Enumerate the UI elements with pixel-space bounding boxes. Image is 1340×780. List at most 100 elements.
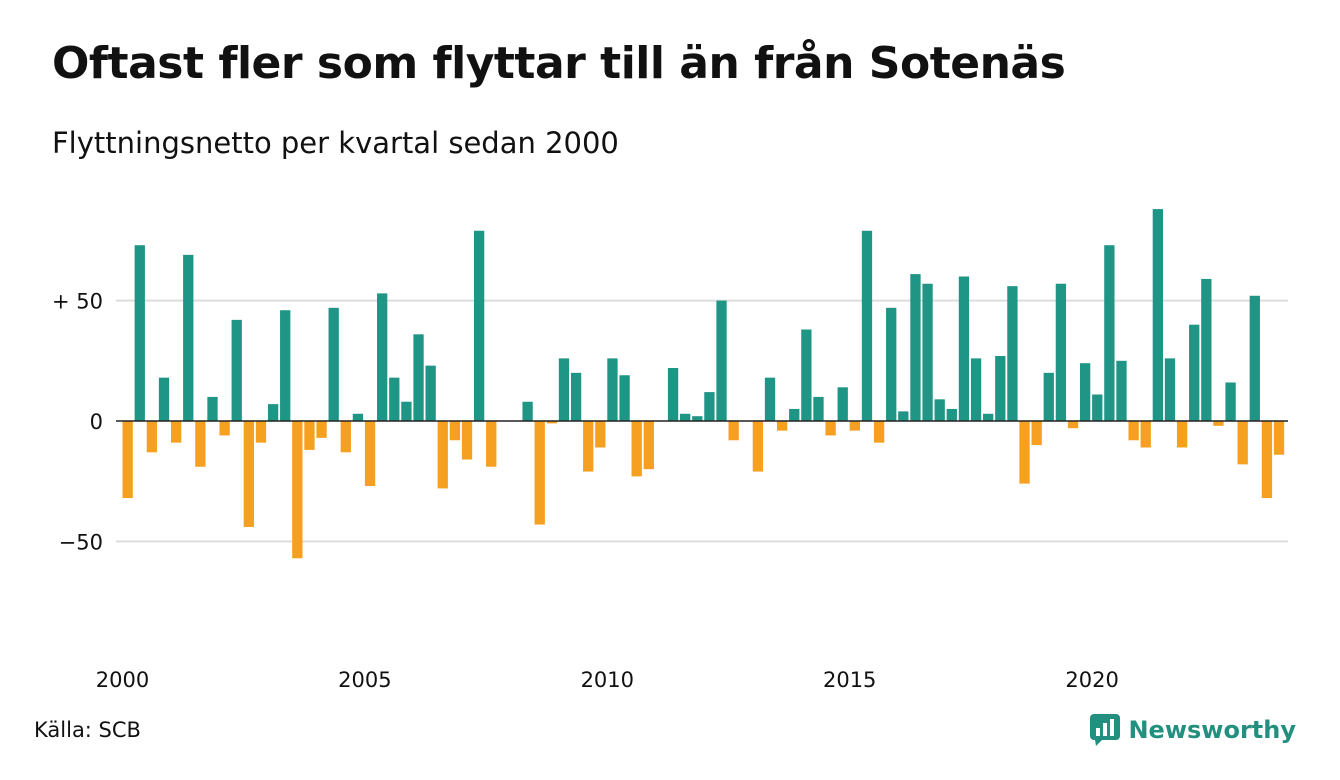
bar	[280, 310, 291, 421]
bar	[304, 421, 315, 450]
gridlines	[116, 299, 1288, 543]
bar	[461, 421, 473, 460]
bar	[231, 319, 242, 421]
bar	[910, 274, 921, 421]
bar	[340, 421, 351, 453]
bar	[789, 408, 800, 421]
bar	[873, 421, 885, 443]
bars	[122, 209, 1285, 559]
bar	[776, 421, 788, 431]
newsworthy-logo-icon	[1090, 714, 1121, 746]
bar	[473, 230, 485, 421]
bar	[1225, 382, 1236, 421]
bar	[449, 421, 461, 441]
bar	[764, 377, 776, 421]
bar	[801, 329, 812, 421]
bar	[704, 392, 715, 421]
bar	[122, 421, 133, 499]
bar	[534, 421, 545, 525]
bar	[558, 358, 570, 421]
bar	[692, 416, 703, 421]
bar-chart: + 50 0 −50 2000 2005 2010 2015 2020	[52, 209, 1288, 692]
bar	[849, 421, 860, 431]
bar	[1019, 421, 1030, 484]
bar	[631, 421, 642, 477]
bar	[970, 358, 982, 421]
bar	[825, 421, 836, 436]
bar	[1043, 372, 1054, 421]
bar	[267, 404, 279, 421]
bar	[1067, 421, 1079, 429]
bar	[1007, 286, 1018, 421]
bar	[377, 293, 388, 421]
bar	[1152, 209, 1163, 421]
bar	[595, 421, 606, 448]
bar	[813, 396, 824, 421]
x-axis-labels: 2000 2005 2010 2015 2020	[96, 668, 1119, 692]
bar	[316, 421, 327, 438]
bar	[1164, 358, 1176, 421]
bar	[389, 377, 400, 421]
y-tick-label: 0	[90, 410, 103, 434]
bar	[1273, 421, 1285, 455]
bar	[958, 276, 970, 421]
bar	[243, 421, 254, 527]
bar	[1189, 324, 1200, 421]
bar	[207, 396, 218, 421]
y-tick-label: −50	[59, 530, 103, 554]
bar	[364, 421, 376, 487]
bar	[546, 421, 557, 424]
chart-title: Oftast fler som flyttar till än från Sot…	[52, 38, 1066, 89]
bar	[1055, 283, 1067, 421]
source-note: Källa: SCB	[34, 718, 141, 742]
bar	[680, 413, 691, 421]
bar	[134, 245, 145, 421]
bar	[934, 399, 945, 421]
bar	[922, 283, 933, 421]
bar	[643, 421, 654, 470]
brand-logo: Newsworthy	[1090, 714, 1296, 746]
x-tick-label: 2005	[338, 668, 391, 692]
bar	[170, 421, 182, 443]
bar	[401, 401, 412, 421]
bar	[667, 368, 679, 421]
bar	[219, 421, 230, 436]
brand-name: Newsworthy	[1128, 716, 1296, 744]
bar	[1140, 421, 1151, 448]
y-axis-labels: + 50 0 −50	[52, 290, 103, 555]
bar	[352, 413, 364, 421]
bar	[607, 358, 618, 421]
bar	[292, 421, 303, 559]
bar	[619, 375, 630, 421]
bar	[995, 355, 1006, 421]
bar	[728, 421, 739, 441]
bar	[886, 307, 897, 421]
bar	[898, 411, 909, 421]
bar	[1249, 295, 1260, 421]
bar	[1031, 421, 1042, 446]
bar	[486, 421, 497, 467]
bar	[146, 421, 158, 453]
bar	[1116, 360, 1127, 421]
bar	[1176, 421, 1188, 448]
bar	[583, 421, 594, 472]
bar	[195, 421, 206, 467]
bar	[425, 365, 436, 421]
bar	[752, 421, 764, 472]
bar	[413, 334, 424, 421]
bar	[1213, 421, 1224, 426]
x-tick-label: 2010	[581, 668, 634, 692]
bar	[158, 377, 170, 421]
bar	[861, 230, 873, 421]
y-tick-label: + 50	[52, 290, 103, 314]
bar	[1237, 421, 1248, 465]
x-tick-label: 2000	[96, 668, 149, 692]
bar	[1201, 278, 1212, 421]
bar	[1261, 421, 1273, 499]
chart-subtitle: Flyttningsnetto per kvartal sedan 2000	[52, 126, 619, 160]
bar	[255, 421, 267, 443]
bar	[983, 413, 994, 421]
bar	[1079, 363, 1091, 421]
bar	[522, 401, 533, 421]
bar	[1104, 245, 1115, 421]
